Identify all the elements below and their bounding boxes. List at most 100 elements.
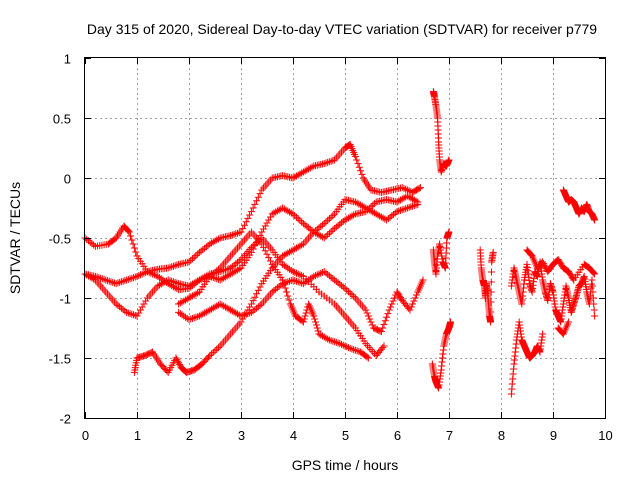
data-point: [327, 213, 335, 221]
data-point: [355, 163, 363, 171]
data-point: [396, 206, 404, 214]
data-point: [253, 290, 261, 298]
data-point: [413, 291, 420, 299]
data-point: [256, 301, 264, 309]
data-point: [590, 306, 598, 314]
y-tick-labels: 1 0.5 0 -0.5 -1 -1.5 -2: [49, 52, 71, 427]
data-point: [260, 243, 268, 251]
data-point: [379, 324, 387, 332]
data-point: [128, 236, 136, 244]
data-point: [228, 231, 236, 239]
data-point: [168, 277, 176, 285]
series-late-cluster: [507, 186, 599, 398]
data-point: [367, 318, 375, 326]
data-point: [251, 200, 259, 208]
data-point: [343, 343, 351, 351]
data-point: [320, 234, 328, 242]
data-point: [164, 276, 172, 284]
data-point: [249, 245, 257, 253]
data-point: [384, 310, 392, 318]
data-point: [171, 278, 179, 286]
data-point: [312, 321, 320, 329]
data-point: [334, 339, 342, 347]
data-point: [324, 335, 332, 343]
data-point: [436, 240, 444, 248]
data-point: [173, 356, 181, 364]
data-point: [437, 246, 445, 254]
data-point: [407, 303, 415, 311]
data-point: [188, 314, 196, 322]
data-point: [197, 275, 205, 283]
data-point: [166, 263, 174, 271]
data-point: [227, 232, 235, 240]
data-point: [138, 270, 146, 278]
data-point: [416, 184, 424, 192]
data-point: [109, 278, 117, 286]
data-point: [254, 193, 262, 201]
data-point: [266, 257, 274, 265]
data-point: [169, 278, 177, 286]
data-point: [175, 360, 183, 368]
data-point: [299, 318, 307, 326]
data-point: [214, 235, 222, 243]
data-point: [291, 212, 299, 220]
data-point: [258, 240, 266, 248]
data-point: [223, 265, 231, 273]
data-point: [254, 286, 262, 294]
data-point: [589, 294, 597, 302]
y-axis-label: SDTVAR / TECUs: [7, 182, 23, 294]
data-point: [327, 228, 335, 236]
data-point: [388, 300, 396, 308]
data-point: [136, 271, 144, 279]
data-point: [97, 274, 105, 282]
data-point: [185, 316, 193, 324]
x-tick-label: 8: [498, 428, 505, 443]
data-point: [313, 271, 321, 279]
data-point: [310, 272, 318, 280]
data-point: [489, 248, 497, 256]
data-point: [320, 220, 328, 228]
data-point: [322, 218, 330, 226]
data-point: [90, 241, 98, 249]
data-point: [235, 257, 243, 265]
data-point: [284, 278, 292, 286]
data-point: [294, 278, 302, 286]
y-tick-label: -2: [59, 412, 71, 427]
data-point: [590, 269, 598, 277]
data-point: [329, 212, 337, 220]
data-point: [261, 247, 269, 255]
data-point: [539, 330, 547, 338]
data-point: [130, 244, 138, 252]
data-point: [381, 317, 389, 325]
data-point: [414, 200, 422, 208]
data-point: [192, 313, 200, 321]
data-point: [249, 297, 257, 305]
data-point: [438, 255, 446, 263]
data-point: [280, 280, 288, 288]
data-point: [205, 353, 212, 361]
data-point: [322, 159, 330, 167]
data-point: [135, 272, 143, 280]
data-point: [415, 184, 423, 192]
data-point: [138, 303, 146, 311]
data-point: [234, 229, 242, 237]
data-point: [487, 278, 495, 286]
data-point: [279, 276, 287, 284]
data-point: [251, 293, 259, 301]
data-point: [91, 272, 99, 280]
data-point: [211, 274, 219, 282]
y-tick-label: -0.5: [49, 232, 71, 247]
x-axis-label: GPS time / hours: [292, 457, 399, 473]
data-point: [403, 186, 411, 194]
data-point: [292, 213, 300, 221]
data-point: [357, 167, 365, 175]
data-point: [329, 337, 337, 345]
data-point: [121, 277, 129, 285]
data-point: [383, 313, 391, 321]
data-point: [412, 201, 420, 209]
data-point: [589, 288, 597, 296]
data-point: [294, 215, 302, 223]
x-tick-label: 10: [598, 428, 612, 443]
x-tick-label: 9: [550, 428, 557, 443]
data-point: [350, 346, 358, 354]
